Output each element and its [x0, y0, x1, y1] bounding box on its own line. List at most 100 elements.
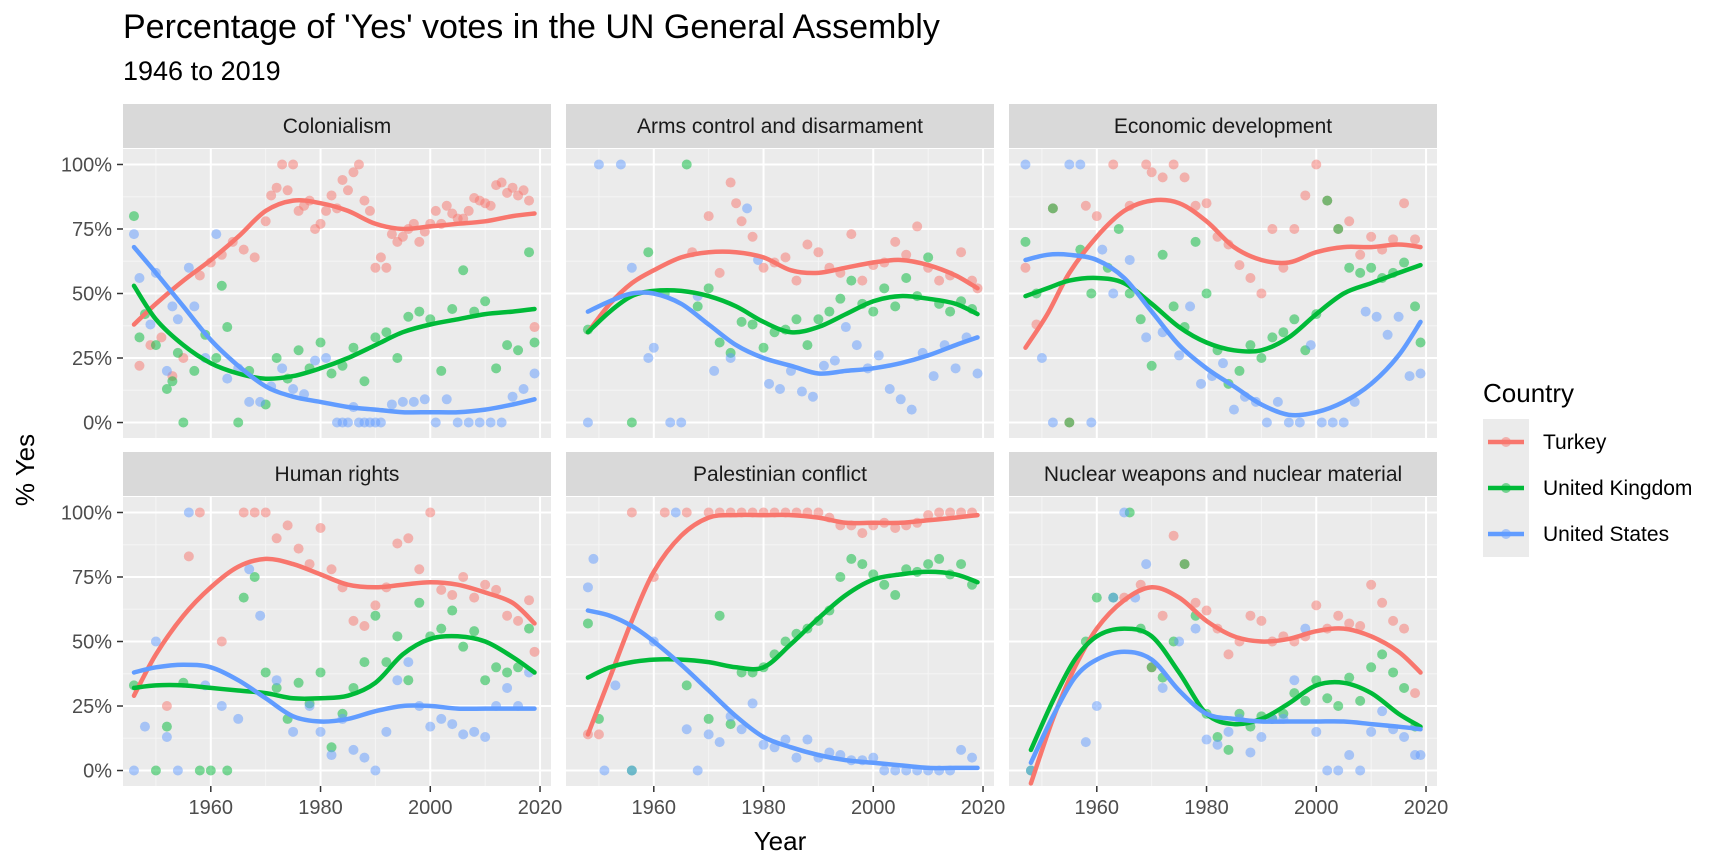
facet-panel: Colonialism 0% 25% 50% 75% 100% [61, 104, 551, 438]
data-point [1322, 693, 1333, 704]
x-tick-label: 1980 [298, 797, 343, 819]
data-point [1377, 597, 1388, 608]
data-point [315, 726, 326, 737]
data-point [480, 675, 491, 686]
data-point [271, 533, 282, 544]
data-point [1393, 311, 1404, 322]
data-point [780, 252, 791, 263]
x-axis-title: Year [754, 826, 807, 856]
data-point [879, 283, 890, 294]
trend-lines [131, 556, 537, 724]
data-point [758, 342, 769, 353]
y-tick-label: 50% [72, 284, 112, 306]
data-point [802, 734, 813, 745]
data-point [496, 417, 507, 428]
data-point [868, 752, 879, 763]
data-point [134, 360, 145, 371]
data-point [441, 394, 452, 405]
data-point [972, 368, 983, 379]
data-point [813, 507, 824, 518]
data-point [447, 605, 458, 616]
data-point [1234, 365, 1245, 376]
data-point [381, 657, 392, 668]
chart-title: Percentage of 'Yes' votes in the UN Gene… [123, 8, 940, 46]
data-point [167, 301, 178, 312]
data-point [1119, 507, 1130, 518]
data-point [1415, 337, 1426, 348]
data-point [403, 657, 414, 668]
data-point [134, 273, 145, 284]
data-point [1174, 636, 1185, 647]
data-point [211, 229, 222, 240]
data-points [128, 507, 540, 776]
trend-lines [1028, 585, 1423, 786]
facet-strip [566, 452, 994, 496]
data-point [890, 236, 901, 247]
data-point [436, 365, 447, 376]
data-point [271, 682, 282, 693]
data-point [1410, 234, 1421, 245]
facet-panel: Palestinian conflict 1960 1980 2000 2020 [566, 452, 1005, 819]
data-point [392, 353, 403, 364]
data-point [1366, 726, 1377, 737]
data-point [249, 507, 260, 518]
data-point [342, 185, 353, 196]
data-point [1289, 675, 1300, 686]
data-point [304, 559, 315, 570]
data-point [1234, 260, 1245, 271]
data-point [150, 636, 161, 647]
y-tick-label: 100% [61, 502, 112, 524]
data-point [469, 626, 480, 637]
data-point [796, 386, 807, 397]
x-tick-label: 1960 [189, 797, 234, 819]
data-point [780, 734, 791, 745]
data-point [496, 177, 507, 188]
data-point [277, 363, 288, 374]
data-point [139, 721, 150, 732]
data-point [1245, 273, 1256, 284]
data-point [392, 538, 403, 549]
data-point [271, 353, 282, 364]
data-point [813, 314, 824, 325]
data-point [1179, 559, 1190, 570]
data-point [414, 236, 425, 247]
data-point [912, 221, 923, 232]
data-point [714, 737, 725, 748]
data-point [1047, 203, 1058, 214]
data-point [1360, 306, 1371, 317]
data-point [1316, 417, 1327, 428]
data-point [491, 662, 502, 673]
data-point [1064, 417, 1075, 428]
data-point [194, 765, 205, 776]
data-point [1278, 327, 1289, 338]
data-point [502, 682, 513, 693]
data-point [1157, 682, 1168, 693]
data-point [725, 719, 736, 730]
data-point [1080, 200, 1091, 211]
data-point [1212, 739, 1223, 750]
trend-line [1023, 197, 1423, 350]
x-tick-label: 2020 [1404, 797, 1449, 819]
data-point [1305, 340, 1316, 351]
data-point [1355, 621, 1366, 632]
data-point [277, 159, 288, 170]
data-point [1355, 267, 1366, 278]
trend-line [1028, 626, 1423, 753]
data-point [714, 337, 725, 348]
data-point [1322, 195, 1333, 206]
data-point [326, 564, 337, 575]
data-point [403, 675, 414, 686]
data-point [408, 396, 419, 407]
data-point [1415, 368, 1426, 379]
data-point [1311, 726, 1322, 737]
data-point [150, 340, 161, 351]
data-point [1196, 378, 1207, 389]
data-point [1333, 701, 1344, 712]
data-point [370, 262, 381, 273]
data-point [1366, 662, 1377, 673]
y-tick-label: 0% [83, 413, 112, 435]
trend-line [1028, 649, 1423, 766]
data-point [238, 507, 249, 518]
data-point [1168, 159, 1179, 170]
data-point [967, 752, 978, 763]
